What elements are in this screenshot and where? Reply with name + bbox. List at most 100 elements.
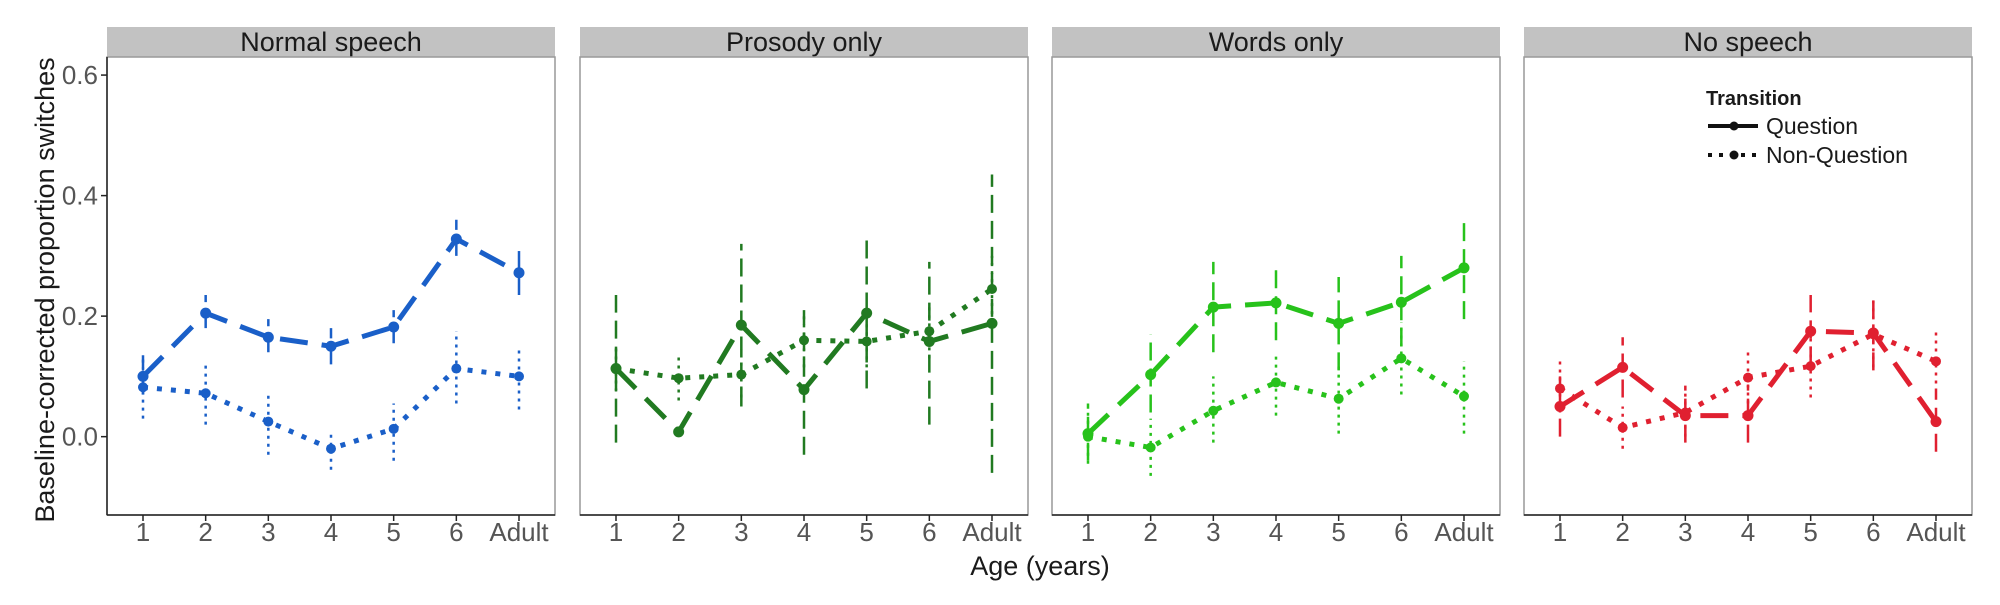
x-tick-label-normal-speech: 1	[136, 517, 150, 547]
data-point-question-normal-speech	[388, 321, 400, 333]
data-point-nonquestion-normal-speech	[388, 423, 399, 434]
x-tick-label-prosody-only: 4	[797, 517, 811, 547]
x-tick-label-normal-speech: 4	[324, 517, 338, 547]
data-point-question-prosody-only	[673, 426, 685, 438]
x-axis-title: Age (years)	[970, 551, 1110, 581]
data-point-question-prosody-only	[861, 307, 873, 319]
legend-title: Transition	[1706, 88, 1802, 110]
data-point-nonquestion-words-only	[1333, 393, 1344, 404]
y-tick-label: 0.6	[62, 60, 98, 90]
data-point-nonquestion-words-only	[1208, 405, 1219, 416]
series-line-nonquestion-words-only	[1087, 355, 1466, 451]
x-tick-label-prosody-only: Adult	[962, 517, 1022, 547]
data-point-question-prosody-only	[986, 317, 998, 329]
x-tick-label-no-speech: 5	[1803, 517, 1817, 547]
panel-title-normal-speech: Normal speech	[240, 27, 422, 57]
data-point-nonquestion-prosody-only	[736, 369, 747, 380]
x-tick-label-words-only: Adult	[1434, 517, 1494, 547]
data-point-question-no-speech	[1617, 361, 1629, 373]
x-tick-label-no-speech: 1	[1553, 517, 1567, 547]
data-point-nonquestion-no-speech	[1743, 372, 1753, 383]
x-tick-label-no-speech: Adult	[1906, 517, 1966, 547]
x-tick-label-no-speech: 4	[1741, 517, 1755, 547]
data-point-nonquestion-prosody-only	[673, 373, 684, 384]
x-tick-label-normal-speech: 3	[261, 517, 275, 547]
data-point-nonquestion-normal-speech	[263, 416, 274, 427]
data-point-nonquestion-no-speech	[1555, 383, 1565, 394]
data-point-nonquestion-prosody-only	[799, 335, 809, 346]
x-tick-label-normal-speech: Adult	[489, 517, 549, 547]
data-point-nonquestion-no-speech	[1868, 329, 1879, 340]
data-point-nonquestion-prosody-only	[924, 326, 935, 337]
panel-title-words-only: Words only	[1209, 27, 1344, 57]
data-point-nonquestion-words-only	[1145, 442, 1156, 453]
legend-label-nonquestion: Non-Question	[1766, 142, 1908, 168]
data-point-nonquestion-normal-speech	[326, 443, 336, 454]
data-point-question-prosody-only	[735, 319, 747, 331]
x-tick-label-words-only: 3	[1206, 517, 1220, 547]
data-point-question-prosody-only	[798, 384, 810, 396]
panel-strip-no-speech	[1524, 27, 1972, 57]
data-point-question-words-only	[1145, 369, 1157, 381]
data-point-question-words-only	[1333, 317, 1345, 329]
data-point-question-words-only	[1458, 262, 1470, 274]
x-tick-label-normal-speech: 2	[198, 517, 212, 547]
data-point-question-normal-speech	[450, 233, 462, 245]
data-point-question-normal-speech	[325, 340, 337, 352]
x-tick-label-normal-speech: 6	[449, 517, 463, 547]
x-tick-label-words-only: 1	[1081, 517, 1095, 547]
x-tick-label-prosody-only: 6	[922, 517, 936, 547]
data-point-nonquestion-normal-speech	[451, 363, 462, 374]
data-point-question-words-only	[1270, 297, 1282, 309]
x-tick-label-normal-speech: 5	[386, 517, 400, 547]
data-point-nonquestion-normal-speech	[200, 388, 211, 399]
data-point-nonquestion-words-only	[1459, 391, 1469, 402]
data-point-question-words-only	[1395, 296, 1407, 308]
data-point-question-normal-speech	[513, 267, 525, 279]
data-point-question-normal-speech	[262, 331, 274, 343]
data-point-nonquestion-no-speech	[1805, 361, 1816, 372]
data-point-nonquestion-no-speech	[1617, 422, 1628, 433]
y-axis-title: Baseline-corrected proportion switches	[30, 57, 60, 522]
panel-strip-words-only	[1052, 27, 1500, 57]
panel-title-prosody-only: Prosody only	[726, 27, 883, 57]
x-tick-label-words-only: 2	[1143, 517, 1157, 547]
data-point-question-normal-speech	[200, 307, 212, 319]
x-tick-label-words-only: 6	[1394, 517, 1408, 547]
data-point-nonquestion-words-only	[1271, 377, 1281, 388]
data-point-nonquestion-prosody-only	[861, 336, 872, 347]
x-tick-label-prosody-only: 5	[859, 517, 873, 547]
x-tick-label-no-speech: 6	[1866, 517, 1880, 547]
data-point-question-no-speech	[1554, 401, 1566, 413]
data-point-nonquestion-normal-speech	[138, 382, 148, 393]
x-tick-label-words-only: 4	[1269, 517, 1283, 547]
data-point-nonquestion-prosody-only	[987, 284, 997, 295]
x-tick-label-prosody-only: 2	[671, 517, 685, 547]
x-tick-label-words-only: 5	[1331, 517, 1345, 547]
data-point-nonquestion-no-speech	[1680, 407, 1691, 418]
data-point-nonquestion-words-only	[1083, 431, 1093, 442]
data-point-question-no-speech	[1930, 416, 1942, 428]
panel-strip-normal-speech	[107, 27, 555, 57]
panel-strip-prosody-only	[580, 27, 1028, 57]
data-point-nonquestion-normal-speech	[514, 371, 524, 382]
data-point-question-no-speech	[1805, 325, 1817, 337]
legend-swatch-point-question	[1729, 121, 1739, 131]
data-point-question-no-speech	[1742, 410, 1754, 422]
y-tick-label: 0.0	[62, 422, 98, 452]
data-point-nonquestion-prosody-only	[611, 363, 621, 374]
data-point-nonquestion-words-only	[1396, 353, 1407, 364]
y-tick-label: 0.4	[62, 181, 98, 211]
legend-label-question: Question	[1766, 113, 1858, 139]
x-tick-label-prosody-only: 1	[609, 517, 623, 547]
x-tick-label-no-speech: 3	[1678, 517, 1692, 547]
series-line-question-words-only	[1086, 265, 1466, 436]
panel-title-no-speech: No speech	[1683, 27, 1812, 57]
y-tick-label: 0.2	[62, 301, 98, 331]
data-point-question-words-only	[1207, 301, 1219, 313]
x-tick-label-no-speech: 2	[1615, 517, 1629, 547]
data-point-nonquestion-no-speech	[1931, 356, 1941, 367]
x-tick-label-prosody-only: 3	[734, 517, 748, 547]
